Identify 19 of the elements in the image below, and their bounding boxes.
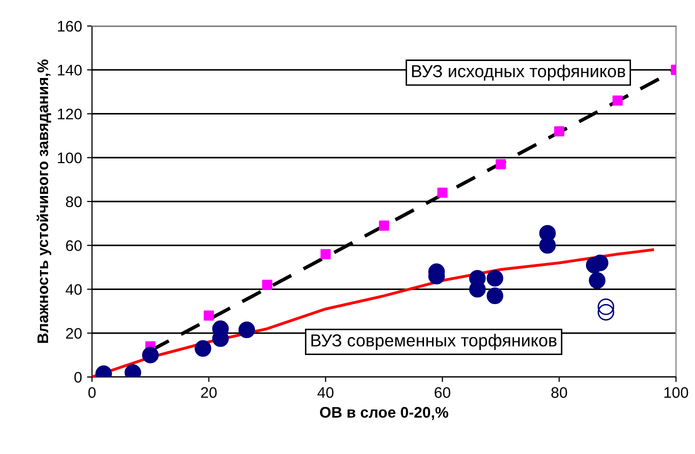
y-tick-label: 140 [58, 64, 82, 76]
y-tick-label: 100 [58, 152, 82, 164]
annotation: ВУЗ исходных торфяников [412, 64, 626, 81]
x-tick-label: 100 [664, 387, 688, 398]
y-tick-label: 120 [58, 108, 82, 120]
y-tick-label: 160 [58, 20, 82, 32]
y-tick-label: 20 [66, 328, 82, 339]
x-tick-label: 60 [434, 387, 450, 398]
y-axis-title: Влажность устойчивого завядания,% [36, 60, 52, 343]
annotation: ВУЗ современных торфяников [311, 334, 557, 350]
x-tick-label: 0 [88, 387, 96, 398]
y-tick-label: 40 [66, 284, 82, 295]
x-tick-label: 20 [201, 387, 217, 398]
x-axis-title: ОВ в слое 0-20,% [320, 406, 448, 420]
y-tick-label: 80 [66, 196, 82, 208]
x-tick-label: 80 [551, 387, 568, 398]
x-tick-label: 40 [317, 387, 334, 398]
y-tick-label: 0 [74, 372, 82, 383]
y-tick-label: 60 [66, 240, 82, 252]
